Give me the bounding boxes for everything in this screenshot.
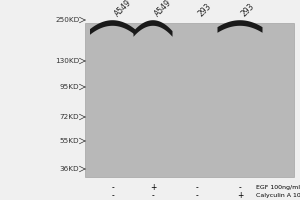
Polygon shape	[90, 20, 135, 35]
Text: -: -	[111, 183, 114, 192]
Text: 130KD: 130KD	[55, 58, 80, 64]
Polygon shape	[134, 20, 172, 37]
Text: -: -	[238, 183, 242, 192]
Text: +: +	[237, 191, 243, 200]
Text: -: -	[111, 191, 114, 200]
Text: 293: 293	[240, 1, 256, 18]
Polygon shape	[218, 20, 262, 33]
Text: 36KD: 36KD	[60, 166, 80, 172]
Bar	[85, 23, 294, 177]
Text: -: -	[195, 183, 198, 192]
Text: 250KD: 250KD	[55, 17, 80, 23]
Text: -: -	[195, 191, 198, 200]
Text: A549: A549	[153, 0, 173, 18]
Text: A549: A549	[112, 0, 133, 18]
Text: 95KD: 95KD	[60, 84, 80, 90]
Text: +: +	[150, 183, 156, 192]
Text: 55KD: 55KD	[60, 138, 80, 144]
Text: 72KD: 72KD	[60, 114, 80, 120]
Text: 293: 293	[196, 1, 213, 18]
Text: -: -	[152, 191, 154, 200]
Text: Calyculin A 100nM/60min: Calyculin A 100nM/60min	[256, 193, 300, 198]
Text: EGF 100ng/ml/20min: EGF 100ng/ml/20min	[256, 185, 300, 190]
